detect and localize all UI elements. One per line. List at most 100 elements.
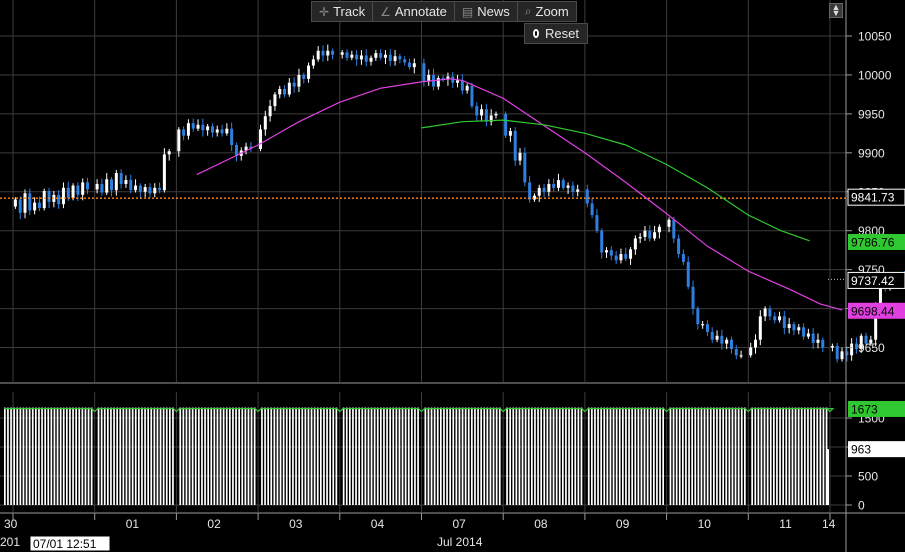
volume-bar [131,407,134,505]
candle-body [585,189,589,204]
reset-button[interactable]: Reset [524,23,588,44]
volume-bar [455,407,458,505]
candle-body [470,85,474,107]
candle-body [561,180,565,188]
news-button[interactable]: ▤ News [453,1,518,22]
candle-body [76,185,80,195]
candle-body [821,339,825,348]
candle-body [648,230,652,239]
volume-bar [785,407,788,505]
candle-body [388,54,392,61]
volume-bar [672,407,675,505]
candle-body [13,199,17,207]
candle-body [148,187,152,194]
candle-body [355,54,359,60]
volume-bar [757,407,760,505]
volume-bar [342,407,345,505]
candle-body [129,180,133,191]
volume-bar [819,407,822,505]
candle-body [57,194,61,205]
volume-bar [244,407,247,505]
volume-bar [81,407,84,505]
candle-body [778,316,782,321]
volume-bar [250,407,253,505]
candle-body [105,179,109,193]
volume-bar [313,407,316,505]
volume-bar [298,407,300,505]
candle-body [739,355,743,357]
volume-bar [543,407,546,505]
volume-bar [527,407,530,505]
candle-body [345,52,349,58]
volume-bar [162,407,165,505]
x-tick-label: 08 [534,517,548,531]
candle-body [225,128,229,134]
candle-body [523,152,527,183]
candle-body [874,307,878,340]
volume-bar [22,407,25,505]
candle-body [504,113,508,136]
candle-body [441,78,445,80]
candle-body [845,351,849,356]
long-moving-average-line [421,119,810,242]
volume-bar [320,407,322,505]
candle-body [340,52,344,55]
candle-body [186,123,190,136]
candle-body [720,335,724,344]
candle-body [576,189,580,192]
volume-bar [637,407,640,505]
zoom-button[interactable]: ⌕ Zoom [516,1,577,22]
volume-bar [810,407,812,505]
volume-bar [625,407,627,505]
volume-bar [185,407,188,505]
candle-body [701,324,705,326]
volume-bar [232,407,234,505]
candle-body [691,286,695,309]
volume-tick-label: 0 [858,499,865,513]
volume-bar [682,407,684,505]
candle-body [850,343,854,356]
volume-bar [59,407,62,505]
candle-body [600,230,604,253]
volume-bar [113,407,115,505]
candle-body [657,226,661,233]
track-button[interactable]: ✛ Track [311,1,374,22]
volume-bar [56,407,59,505]
volume-bar [264,407,266,505]
annotate-button[interactable]: ∠ Annotate [372,1,455,22]
candle-body [47,190,51,202]
candle-body [292,82,296,87]
volume-bar [697,407,700,505]
candle-body [95,183,99,190]
candle-body [379,53,383,58]
candle-body [715,335,719,340]
volume-bar [44,407,46,505]
candle-body [287,82,291,95]
candle-body [840,351,844,360]
volume-bar [165,407,168,505]
volume-bar [282,407,285,505]
volume-bar [207,407,209,505]
scroll-arrows-icon[interactable]: ▲ ▼ [829,3,843,18]
candle-body [167,151,171,155]
candle-body [681,254,685,262]
volume-bar [531,407,533,505]
candle-body [571,185,575,192]
volume-bar [631,407,633,505]
volume-bar [713,407,715,505]
volume-bar [47,407,50,505]
x-tick-label: 04 [371,517,385,531]
candle-body [830,345,834,348]
candle-body [138,185,142,192]
volume-bar [401,407,404,505]
volume-bar [506,407,508,505]
candle-body [244,146,248,151]
candle-body [792,324,796,331]
candle-body [725,339,729,344]
volume-bar [295,407,297,505]
volume-bar [358,407,360,505]
x-tick-label: 03 [289,517,303,531]
volume-bar [50,407,53,505]
volume-bar [555,407,558,505]
